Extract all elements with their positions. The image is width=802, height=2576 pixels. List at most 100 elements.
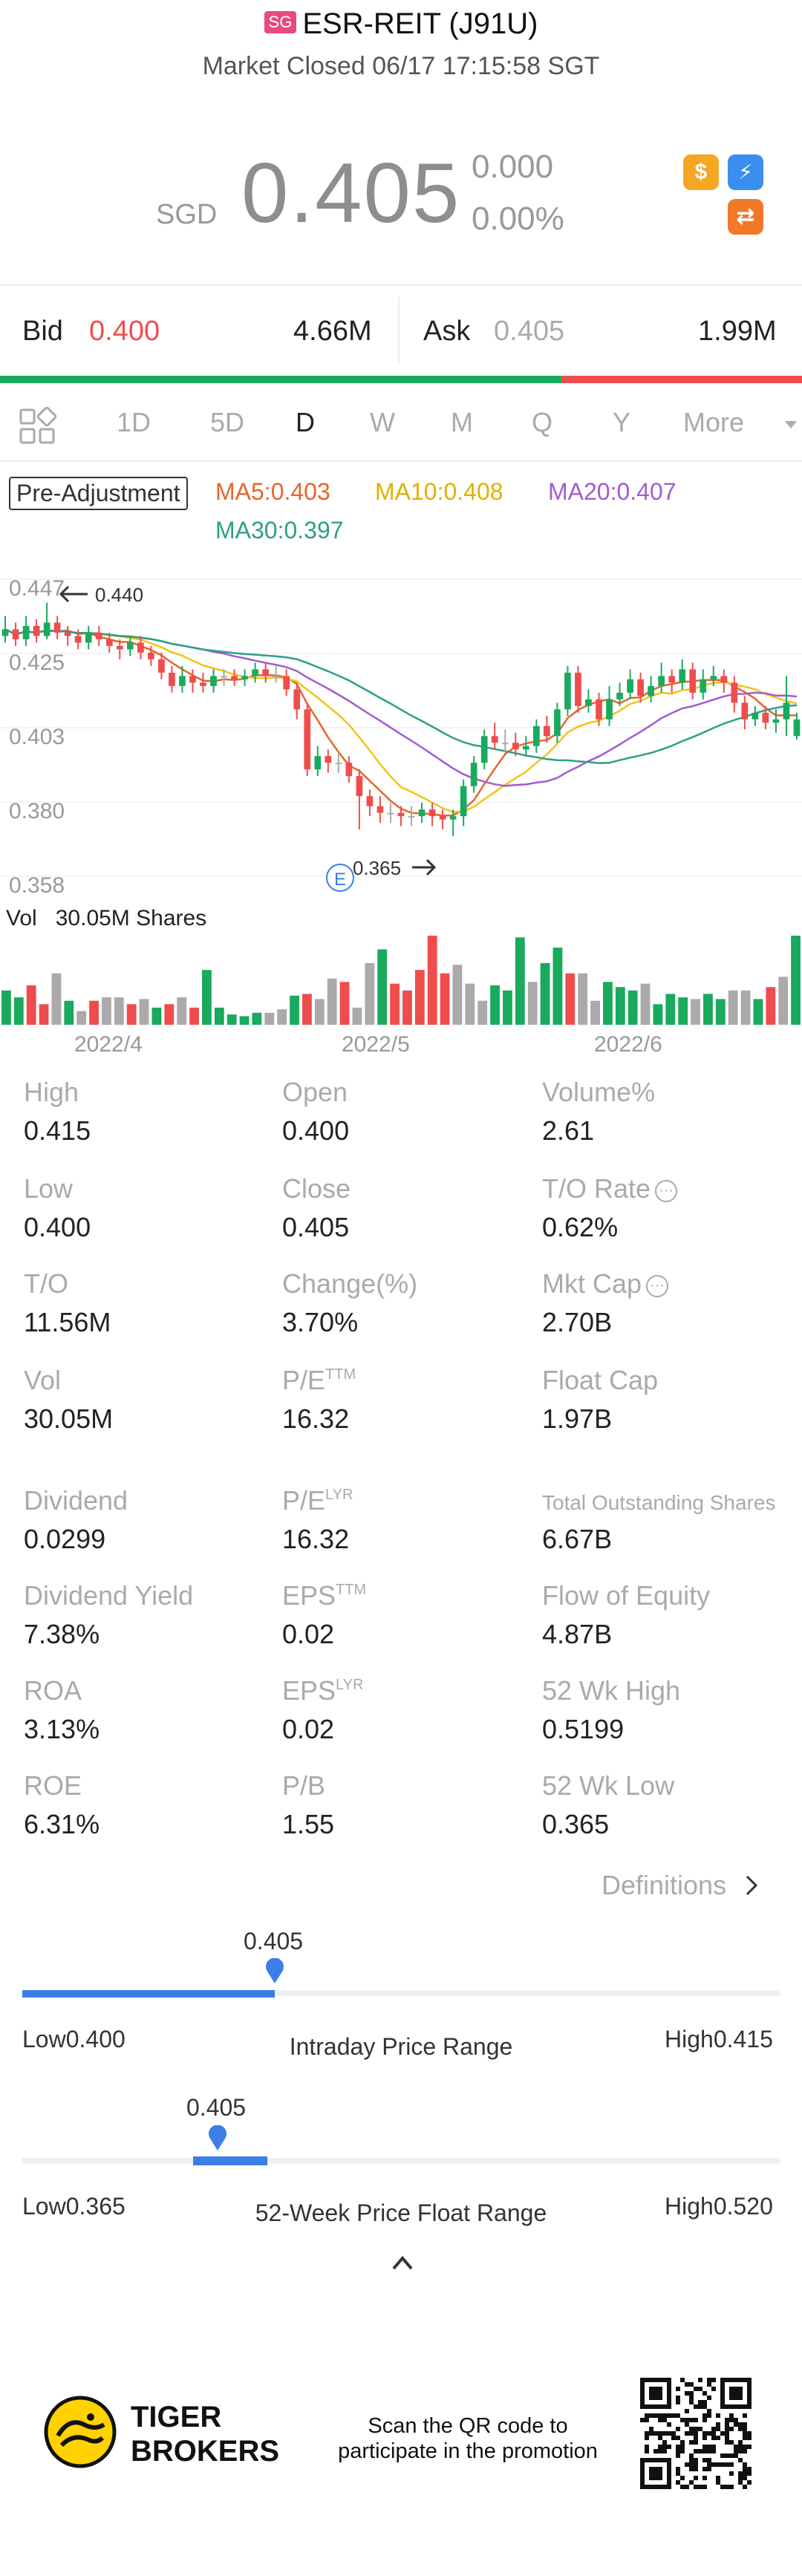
volume-bar: [640, 983, 651, 1025]
arrow-right-icon: [412, 858, 437, 876]
qr-module: [653, 2431, 658, 2436]
currency-label: SGD: [156, 199, 218, 230]
stat-label-text: Mkt Cap: [542, 1268, 642, 1299]
ask-ratio-bar: [561, 376, 802, 383]
info-icon[interactable]: ···: [655, 1180, 678, 1202]
volume-bar: [76, 1011, 87, 1025]
qr-module: [676, 2480, 680, 2485]
qr-module: [685, 2422, 689, 2427]
bid-ratio-bar: [0, 376, 561, 383]
qr-module: [734, 2422, 738, 2427]
candle: [689, 669, 697, 693]
stat-label: Mkt Cap ···: [542, 1268, 669, 1300]
stat-value: 0.62%: [542, 1212, 619, 1242]
volume-bar: [477, 1000, 488, 1025]
qr-module: [734, 2449, 738, 2453]
qr-module: [743, 2449, 747, 2453]
week52-range-track: [22, 2158, 780, 2164]
qr-module: [707, 2449, 711, 2453]
swap-icon[interactable]: ⇄: [728, 199, 763, 235]
candle: [418, 809, 426, 817]
stat-label: T/O: [24, 1268, 68, 1300]
price-chart[interactable]: 0.447 0.425 0.403 0.380 0.358 0.440 0.365 E 2022…: [0, 550, 802, 1069]
bid-ask-separator: [398, 297, 400, 364]
qr-module: [738, 2458, 743, 2462]
qr-module: [729, 2471, 734, 2476]
qr-module: [725, 2431, 729, 2436]
tab-1d[interactable]: 1D: [117, 407, 151, 437]
qr-module: [743, 2431, 747, 2436]
stat-value: 0.5199: [542, 1714, 625, 1744]
qr-module: [662, 2418, 667, 2422]
stat-label-text: T/O Rate: [542, 1173, 651, 1204]
candle: [752, 712, 759, 720]
ask-volume: 1.99M: [698, 316, 777, 347]
stat-label-text: Float Cap: [542, 1365, 659, 1395]
qr-module: [689, 2453, 694, 2458]
qr-module: [658, 2449, 662, 2453]
pre-adjustment-toggle[interactable]: Pre-Adjustment: [9, 477, 188, 510]
candle: [606, 699, 613, 720]
chevron-down-icon[interactable]: [783, 419, 798, 434]
volume-bar: [540, 962, 550, 1025]
volume-bar: [766, 987, 776, 1025]
volume-bar: [339, 982, 350, 1025]
grid-menu-icon[interactable]: [19, 406, 57, 448]
qr-module: [702, 2391, 707, 2396]
tab-5d[interactable]: 5D: [210, 407, 245, 437]
candle: [179, 676, 186, 686]
qr-module: [729, 2453, 734, 2458]
volume-bar: [164, 1004, 175, 1025]
qr-module: [738, 2476, 743, 2480]
qr-module: [680, 2445, 685, 2449]
volume-bar: [552, 948, 563, 1025]
qr-module: [694, 2449, 698, 2453]
tab-w[interactable]: W: [370, 407, 395, 437]
qr-module: [698, 2485, 702, 2489]
qr-module: [707, 2462, 711, 2467]
stat-label-text: Dividend Yield: [24, 1580, 194, 1611]
definitions-link[interactable]: Definitions: [602, 1870, 760, 1901]
volume-bar: [490, 985, 500, 1025]
y-tick-label: 0.380: [9, 799, 65, 824]
qr-module: [729, 2413, 734, 2418]
tab-q[interactable]: Q: [532, 407, 553, 437]
candle: [439, 816, 446, 820]
qr-module: [649, 2413, 653, 2418]
candle: [22, 625, 30, 639]
market-status: Market Closed 06/17 17:15:58 SGT: [202, 52, 600, 80]
qr-module: [711, 2445, 716, 2449]
qr-module: [667, 2413, 671, 2418]
tab-m[interactable]: M: [451, 407, 473, 437]
qr-code[interactable]: [640, 2378, 752, 2489]
candle: [512, 743, 519, 750]
qr-module: [711, 2462, 716, 2467]
info-icon[interactable]: ···: [646, 1275, 669, 1297]
candle: [772, 719, 780, 723]
tab-more[interactable]: More: [683, 407, 745, 437]
candle: [408, 816, 415, 818]
stat-value: 0.415: [24, 1115, 91, 1146]
qr-module: [743, 2427, 747, 2431]
chevron-up-icon[interactable]: [391, 2254, 414, 2275]
qr-module: [649, 2427, 653, 2431]
definitions-label: Definitions: [602, 1870, 727, 1900]
stat-label: Dividend Yield: [24, 1580, 193, 1611]
dollar-icon[interactable]: $: [683, 154, 719, 190]
brand-line-1: TIGER: [131, 2401, 222, 2433]
qr-module: [671, 2431, 676, 2436]
qr-module: [716, 2462, 720, 2467]
promo-line-2: participate in the promotion: [338, 2439, 598, 2463]
tab-d[interactable]: D: [296, 407, 315, 437]
qr-module: [685, 2431, 689, 2436]
candle: [480, 736, 488, 763]
qr-module: [716, 2436, 720, 2440]
qr-module: [680, 2485, 685, 2489]
stat-label-text: Close: [282, 1173, 351, 1204]
candle: [501, 743, 509, 745]
qr-module: [743, 2422, 747, 2427]
qr-module: [694, 2462, 698, 2467]
lightning-icon[interactable]: ⚡: [728, 154, 763, 190]
tab-y[interactable]: Y: [613, 407, 631, 437]
volume-bar: [252, 1012, 262, 1025]
